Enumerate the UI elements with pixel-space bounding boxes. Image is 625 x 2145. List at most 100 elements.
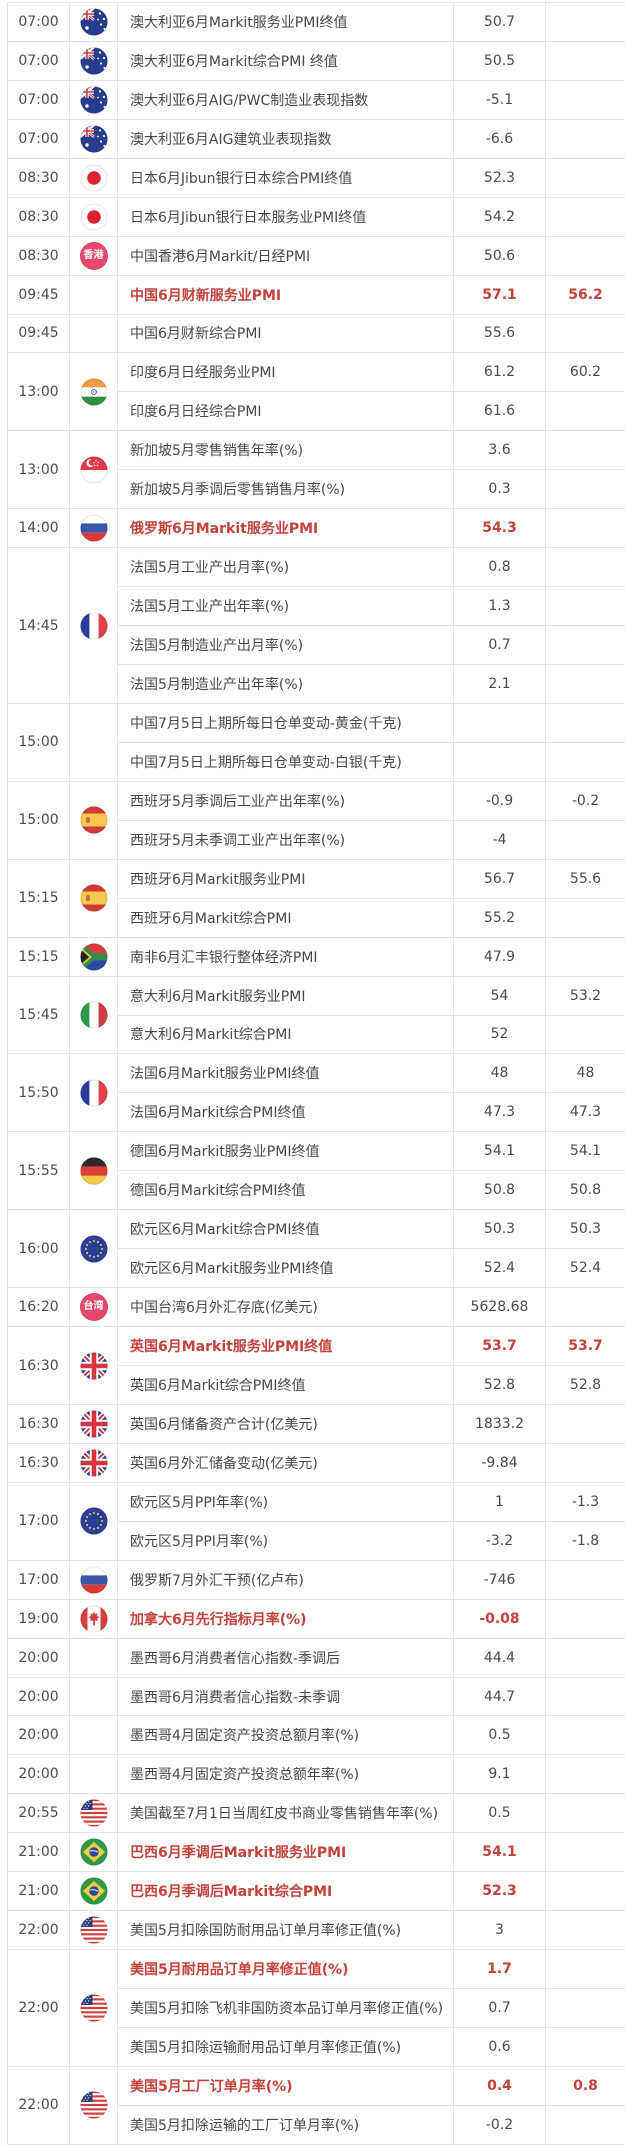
flag-fr-icon	[80, 1079, 107, 1107]
forecast-value	[545, 2028, 625, 2066]
event-row: 中国6月财新服务业PMI 57.1 56.2	[118, 275, 625, 314]
event-name: 法国5月工业产出年率(%)	[130, 599, 290, 616]
flag-za-icon	[80, 943, 107, 971]
event-name: 法国5月工业产出月率(%)	[130, 560, 290, 577]
event-row: 法国6月Markit综合PMI终值 47.3 47.3	[118, 1092, 625, 1132]
event-row: 巴西6月季调后Markit综合PMI 52.3	[118, 1872, 625, 1911]
forecast-value	[545, 665, 625, 703]
event-name: 澳大利亚6月Markit服务业PMI终值	[130, 14, 348, 31]
time-group: 22:00 美国5月工厂订单月率(%) 0.4 0.8 美国5月扣除运输的工厂订单月率(…	[8, 2066, 625, 2145]
event-row: 英国6月Markit综合PMI终值 52.8 52.8	[118, 1365, 625, 1404]
forecast-value	[545, 3, 625, 41]
event-row: 法国5月工业产出年率(%) 1.3	[118, 586, 625, 626]
event-name: 日本6月Jibun银行日本服务业PMI终值	[130, 209, 367, 226]
actual-value: 52.8	[453, 1366, 545, 1404]
time-group: 15:00 西班牙5月季调后工业产出年率(%) -0.9 -0.2 西班牙5月未季调工业…	[8, 781, 625, 860]
actual-value: 0.7	[453, 626, 545, 665]
time-group: 08:30 香港 中国香港6月Markit/日经PMI 50.6	[8, 236, 625, 276]
time-group: 07:00 澳大利亚6月Markit服务业PMI终值 50.7	[8, 3, 625, 42]
actual-value: 44.7	[453, 1677, 545, 1716]
event-name: 欧元区6月Markit综合PMI终值	[130, 1222, 320, 1239]
event-row: 中国6月财新综合PMI 55.6	[118, 314, 625, 353]
event-row: 澳大利亚6月AIG/PWC制造业表现指数 -5.1	[118, 80, 625, 119]
forecast-value: 0.8	[545, 2066, 625, 2105]
flag-jp-icon	[80, 203, 107, 231]
actual-value: -5.1	[453, 80, 545, 119]
event-name: 印度6月日经综合PMI	[130, 404, 262, 421]
flag-cell: 香港	[70, 236, 118, 275]
flag-us-icon	[80, 1799, 107, 1827]
event-name: 西班牙5月未季调工业产出年率(%)	[130, 832, 346, 849]
event-row: 印度6月日经综合PMI 61.6	[118, 391, 625, 431]
event-name: 英国6月外汇储备变动(亿美元)	[130, 1455, 318, 1472]
time-cell: 15:00	[8, 703, 70, 781]
time-group: 08:30 日本6月Jibun银行日本综合PMI终值 52.3	[8, 158, 625, 198]
time-group: 07:00 澳大利亚6月AIG建筑业表现指数 -6.6	[8, 119, 625, 159]
actual-value: 61.6	[453, 392, 545, 431]
time-cell: 15:50	[8, 1054, 70, 1132]
actual-value: 55.2	[453, 898, 545, 937]
time-cell: 20:00	[8, 1638, 70, 1677]
event-row: 巴西6月季调后Markit服务业PMI 54.1	[118, 1833, 625, 1872]
forecast-value	[545, 119, 625, 158]
time-group: 22:00 美国5月耐用品订单月率修正值(%) 1.7 美国5月扣除飞机非国防资本品订…	[8, 1950, 625, 2067]
forecast-value	[545, 470, 625, 509]
time-group: 14:45 法国5月工业产出月率(%) 0.8 法国5月工业产出年率(%) 1.3 法国5…	[8, 548, 625, 704]
time-group: 17:00 欧元区5月PPI年率(%) 1 -1.3 欧元区5月PPI月率(%) -3.2…	[8, 1482, 625, 1561]
actual-value: 3	[453, 1911, 545, 1950]
time-group: 15:00 中国7月5日上期所每日仓单变动-黄金(千克) 中国7月5日上期所每日仓单…	[8, 703, 625, 782]
actual-value: 1.7	[453, 1950, 545, 1989]
time-group: 15:15 南非6月汇丰银行整体经济PMI 47.9	[8, 937, 625, 977]
event-name: 澳大利亚6月AIG/PWC制造业表现指数	[130, 92, 369, 109]
actual-value: 0.5	[453, 1716, 545, 1755]
economic-calendar-table: 07:00 澳大利亚6月Markit服务业PMI终值 50.7 07:00 澳大利亚6月…	[7, 2, 625, 2145]
event-row: 欧元区5月PPI月率(%) -3.2 -1.8	[118, 1520, 625, 1560]
actual-value: -3.2	[453, 1521, 545, 1560]
actual-value: 0.3	[453, 470, 545, 509]
event-row: 美国5月扣除运输耐用品订单月率修正值(%) 0.6	[118, 2027, 625, 2066]
actual-value: 50.6	[453, 236, 545, 275]
event-name: 中国7月5日上期所每日仓单变动-黄金(千克)	[130, 715, 402, 732]
event-row: 美国截至7月1日当周红皮书商业零售销售年率(%) 0.5	[118, 1794, 625, 1833]
time-cell: 13:00	[8, 431, 70, 509]
time-group: 16:30 英国6月储备资产合计(亿美元) 1833.2	[8, 1404, 625, 1444]
flag-es-icon	[80, 806, 107, 834]
forecast-value	[545, 820, 625, 859]
time-group: 15:55 德国6月Markit服务业PMI终值 54.1 54.1 德国6月Marki…	[8, 1132, 625, 1211]
flag-cell	[70, 1443, 118, 1482]
flag-cell	[70, 781, 118, 859]
flag-ca-icon	[80, 1605, 107, 1633]
event-row: 新加坡5月零售销售年率(%) 3.6	[118, 431, 625, 470]
forecast-value	[545, 1443, 625, 1482]
flag-cell	[70, 3, 118, 41]
flag-es-icon	[80, 884, 107, 912]
time-cell: 16:00	[8, 1210, 70, 1288]
forecast-value	[545, 197, 625, 236]
time-cell: 16:30	[8, 1327, 70, 1404]
time-group: 16:00 欧元区6月Markit综合PMI终值 50.3 50.3 欧元区6月Mark…	[8, 1210, 625, 1289]
event-row: 美国5月耐用品订单月率修正值(%) 1.7	[118, 1950, 625, 1989]
time-group: 07:00 澳大利亚6月Markit综合PMI 终值 50.5	[8, 41, 625, 81]
flag-cell	[70, 1794, 118, 1833]
event-name: 德国6月Markit综合PMI终值	[130, 1183, 306, 1200]
actual-value: 1.3	[453, 587, 545, 626]
flag-cell	[70, 158, 118, 197]
event-name: 澳大利亚6月AIG建筑业表现指数	[130, 131, 332, 148]
event-row: 法国5月工业产出月率(%) 0.8	[118, 548, 625, 587]
forecast-value	[545, 742, 625, 781]
forecast-value	[545, 1560, 625, 1599]
actual-value: 1	[453, 1482, 545, 1521]
event-row: 中国台湾6月外汇存底(亿美元) 5628.68	[118, 1288, 625, 1327]
forecast-value	[545, 1794, 625, 1833]
time-cell: 21:00	[8, 1833, 70, 1872]
forecast-value	[545, 1404, 625, 1443]
event-row: 英国6月外汇储备变动(亿美元) -9.84	[118, 1443, 625, 1482]
flag-cell: 台湾	[70, 1288, 118, 1327]
event-row: 俄罗斯7月外汇干预(亿卢布) -746	[118, 1560, 625, 1599]
event-row: 日本6月Jibun银行日本综合PMI终值 52.3	[118, 158, 625, 197]
actual-value: 53.7	[453, 1327, 545, 1366]
time-group: 20:55 美国截至7月1日当周红皮书商业零售销售年率(%) 0.5	[8, 1794, 625, 1834]
time-group: 21:00 巴西6月季调后Markit综合PMI 52.3	[8, 1872, 625, 1912]
actual-value	[453, 742, 545, 781]
time-group: 20:00 墨西哥6月消费者信心指数-未季调 44.7	[8, 1677, 625, 1717]
